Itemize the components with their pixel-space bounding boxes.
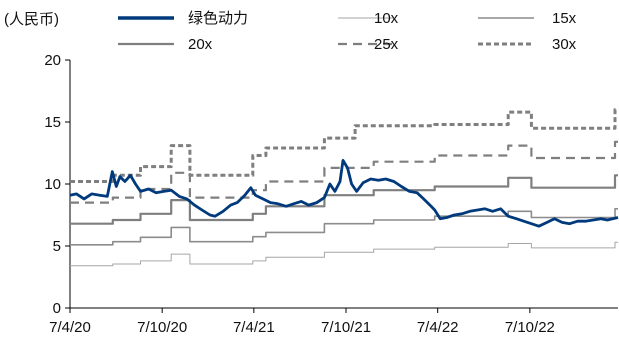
series-line-20x: [70, 174, 618, 225]
series-line-10x: [70, 241, 618, 267]
x-tick-label: 7/10/21: [321, 319, 371, 336]
series-line-25x: [70, 140, 618, 204]
x-tick-label: 7/10/20: [137, 319, 187, 336]
x-ticks: 7/4/20 7/10/20 7/4/21 7/10/21 7/4/22 7/10/22: [49, 308, 555, 336]
y-ticks: 0 5 10 15 20: [44, 52, 70, 317]
y-tick-label: 5: [53, 238, 61, 255]
series-line-stock: [69, 158, 619, 228]
legend-label: 15x: [552, 10, 577, 27]
series-line-15x: [70, 208, 618, 246]
y-tick-label: 0: [53, 300, 61, 317]
x-tick-label: 7/4/20: [49, 319, 91, 336]
unit-label: (人民币): [4, 11, 59, 28]
axes: [69, 60, 618, 309]
legend-label: 20x: [188, 36, 213, 53]
legend-label: 25x: [374, 36, 399, 53]
series-line-30x: [70, 108, 618, 183]
x-tick-label: 7/4/22: [417, 319, 459, 336]
y-tick-label: 10: [44, 176, 61, 193]
x-tick-label: 7/4/21: [233, 319, 275, 336]
series-group: [69, 108, 619, 267]
legend-label: 10x: [374, 10, 399, 27]
legend-label: 30x: [552, 36, 577, 53]
y-tick-label: 20: [44, 52, 61, 69]
x-tick-label: 7/10/22: [505, 319, 555, 336]
legend-label: 绿色动力: [188, 10, 248, 27]
legend: 绿色动力 10x 15x 20x 25x 30x: [118, 10, 577, 53]
y-tick-label: 15: [44, 114, 61, 131]
